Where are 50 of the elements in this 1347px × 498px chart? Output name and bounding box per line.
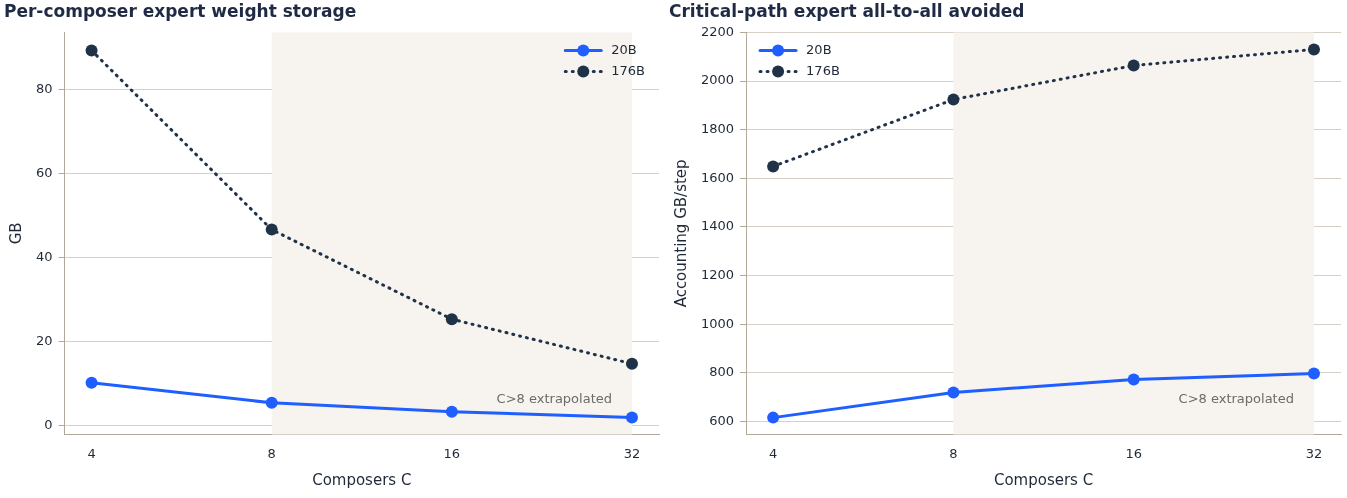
point [767, 411, 780, 424]
point [947, 93, 960, 106]
legend-label: 176B [806, 62, 840, 78]
x-axis-title: Composers C [993, 470, 1094, 489]
x-tick-label: 8 [949, 445, 958, 461]
y-tick-label: 600 [709, 412, 735, 428]
point [265, 223, 278, 236]
point [767, 160, 780, 173]
x-tick-label: 4 [87, 445, 96, 461]
y-tick-label: 1400 [700, 218, 735, 234]
band-label: C>8 extrapolated [1178, 391, 1294, 407]
x-tick-label: 16 [443, 445, 461, 461]
y-tick-label: 1000 [700, 315, 735, 331]
y-tick-label: 800 [709, 364, 735, 380]
x-tick-label: 8 [267, 445, 276, 461]
point [625, 357, 638, 370]
chart-title: Critical-path expert all-to-all avoided [669, 0, 1025, 21]
band-label: C>8 extrapolated [496, 391, 612, 407]
y-tick-label: 1600 [700, 169, 735, 185]
y-tick-label: 2200 [700, 23, 735, 39]
chart-title: Per-composer expert weight storage [4, 0, 357, 21]
y-tick-label: 1800 [700, 121, 735, 137]
point [445, 405, 458, 418]
y-tick-label: 40 [36, 248, 53, 264]
x-axis-title: Composers C [312, 470, 412, 489]
point [1307, 367, 1320, 380]
x-tick-label: 4 [768, 445, 778, 461]
y-tick-label: 2000 [700, 72, 735, 88]
point [85, 376, 98, 389]
point [1307, 43, 1320, 56]
point [445, 313, 458, 326]
point [947, 386, 960, 399]
point [85, 44, 98, 57]
y-axis-title: Accounting GB/step [671, 159, 690, 308]
x-tick-label: 16 [1125, 445, 1142, 461]
point [265, 396, 278, 409]
y-tick-label: 0 [44, 416, 53, 432]
legend-label: 176B [611, 62, 645, 78]
point [1127, 373, 1140, 386]
y-axis-title: GB [6, 222, 25, 245]
point [625, 411, 638, 424]
point [1127, 59, 1140, 72]
legend-label: 20B [806, 41, 832, 57]
y-tick-label: 20 [36, 332, 53, 348]
y-tick-label: 1200 [700, 266, 735, 282]
y-tick-label: 60 [36, 164, 53, 180]
x-tick-label: 32 [1305, 445, 1323, 461]
y-tick-label: 80 [36, 80, 53, 96]
legend-label: 20B [611, 41, 637, 57]
x-tick-label: 32 [623, 445, 641, 461]
